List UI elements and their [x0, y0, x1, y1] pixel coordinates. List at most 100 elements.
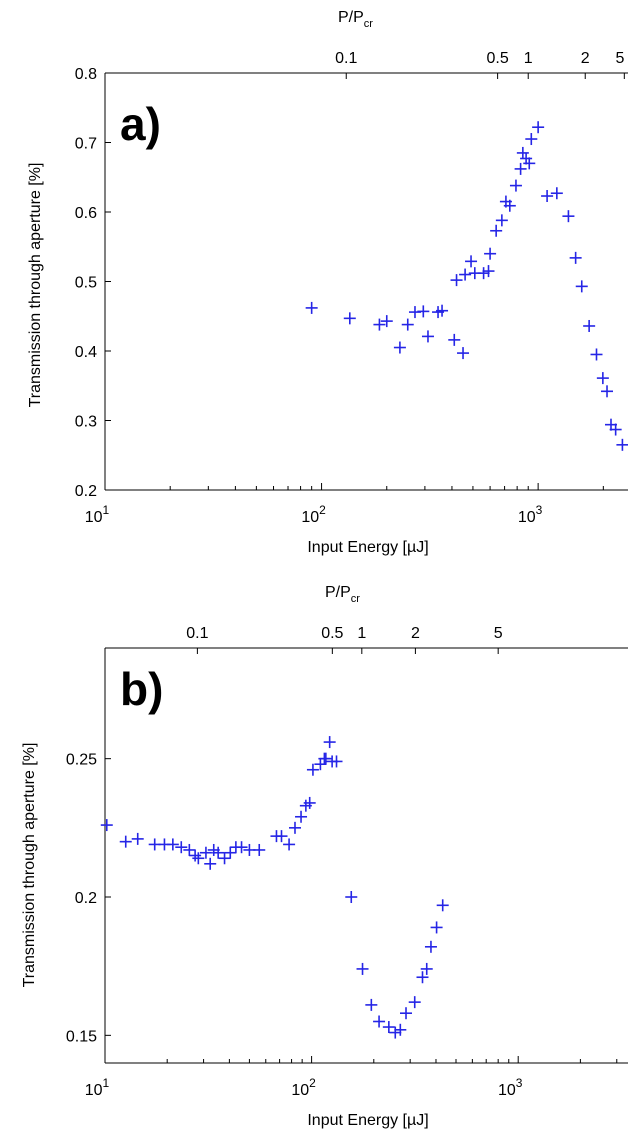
- panel-a-data-point: [305, 301, 318, 314]
- panel-b-data-point: [224, 846, 237, 859]
- panel-b-data-point: [199, 846, 212, 859]
- panel-b-data-point: [183, 843, 196, 856]
- panel-a-top-tick-label: 0.1: [335, 50, 357, 67]
- panel-a-data-point: [343, 312, 356, 325]
- panel-a-data-point: [465, 255, 478, 268]
- panel-b-top-tick-label: 0.1: [186, 625, 208, 642]
- panel-b-data-point: [394, 1023, 407, 1036]
- panel-b-data-point: [131, 832, 144, 845]
- panel-a-data-point: [380, 315, 393, 328]
- panel-a-y-tick-label: 0.8: [75, 66, 97, 83]
- panel-b-data-point: [345, 891, 358, 903]
- panel-a-data-point: [523, 157, 536, 170]
- panel-b-data-point: [253, 843, 266, 856]
- panel-b-data-point: [420, 962, 433, 975]
- panel-a-x-tick-label: 101: [85, 503, 110, 526]
- panel-b-data-point: [235, 841, 248, 854]
- panel-a-data-point: [532, 121, 545, 134]
- panel-a-data-point: [459, 268, 472, 281]
- panel-b-top-axis-title-main: P/P: [325, 584, 351, 601]
- panel-b-data-point: [400, 1007, 413, 1020]
- panel-a-data-point: [421, 330, 434, 343]
- panel-a-data-point: [417, 305, 430, 318]
- panel-a-y-tick-label: 0.5: [75, 275, 97, 292]
- panel-a-data-point: [484, 247, 497, 260]
- panel-b-data-point: [436, 899, 449, 912]
- panel-b-top-tick-label: 0.5: [321, 625, 343, 642]
- panel-a-data-point: [393, 341, 406, 354]
- panel-b-data-point: [356, 962, 369, 975]
- panel-b-data-point: [175, 841, 188, 854]
- panel-b-data-point: [275, 830, 288, 843]
- panel-a-data-point: [477, 267, 490, 280]
- panel-a-y-tick-label: 0.3: [75, 414, 97, 431]
- panel-b-data-point: [416, 971, 429, 984]
- panel-b-top-tick-label: 5: [494, 625, 503, 642]
- panel-a-top-tick-label: 0.5: [486, 50, 508, 67]
- panel-b-data-point: [100, 819, 113, 832]
- panel-a-data-point: [450, 274, 463, 287]
- panel-b-data-point: [204, 857, 217, 870]
- panel-a-data-point: [596, 372, 609, 385]
- panel-b-data-point: [189, 849, 202, 862]
- panel-b-data-point: [365, 998, 378, 1011]
- panel-b-y-tick-label: 0.2: [75, 890, 97, 907]
- panel-b-y-axis-title: Transmission through aperture [%]: [21, 743, 38, 988]
- panel-a-data-point: [609, 423, 622, 436]
- panel-a-data-point: [583, 319, 596, 332]
- panel-a-data-point: [590, 348, 603, 361]
- panel-b-x-axis-title: Input Energy [µJ]: [307, 1112, 428, 1129]
- panel-b-data-point: [303, 796, 316, 809]
- panel-b-data-point: [430, 921, 443, 934]
- panel-a-data-point: [575, 280, 588, 293]
- panel-b-data-point: [408, 996, 421, 1009]
- panel-a-top-tick-label: 5: [616, 50, 625, 67]
- panel-a-y-axis-title: Transmission through aperture [%]: [27, 163, 44, 408]
- panel-a-label: a): [120, 98, 161, 150]
- panel-b-data-point: [212, 846, 225, 859]
- panel-a-data-point: [401, 318, 414, 331]
- panel-b-x-tick-label: 101: [85, 1076, 110, 1099]
- panel-a-y-tick-label: 0.6: [75, 205, 97, 222]
- panel-b-top-tick-label: 1: [357, 625, 366, 642]
- panel-b-data-point: [330, 755, 343, 768]
- panel-b-data-point: [283, 838, 296, 851]
- panel-b-data-point: [323, 736, 336, 749]
- panel-a-data-point: [373, 318, 386, 331]
- panel-a-data-point: [516, 146, 529, 159]
- panel-b-data-point: [119, 835, 132, 848]
- panel-a-data-point: [482, 265, 495, 278]
- panel-b-data-point: [382, 1021, 395, 1034]
- panel-a-data-point: [495, 214, 508, 227]
- panel-a-y-tick-label: 0.4: [75, 344, 97, 361]
- panel-a-data-point: [457, 347, 470, 360]
- panel-b-data-point: [288, 821, 301, 834]
- panel-b-data-point: [295, 810, 308, 823]
- panel-a-data-point: [490, 224, 503, 237]
- panel-b-top-tick-label: 2: [411, 625, 420, 642]
- panel-a-top-axis-title-main: P/P: [338, 9, 364, 26]
- panel-a-data-point: [509, 179, 522, 192]
- panel-a-data-point: [520, 152, 533, 165]
- panel-a: a) P/Pcr Input Energy [µJ] Transmission …: [27, 9, 628, 556]
- panel-a-top-tick-label: 2: [581, 50, 590, 67]
- panel-b-x-tick-label: 102: [291, 1076, 316, 1099]
- panel-a-top-axis-title-sub: cr: [364, 18, 374, 30]
- panel-a-x-axis-title: Input Energy [µJ]: [307, 539, 428, 556]
- panel-b-data-point: [306, 763, 319, 776]
- panel-b-y-tick-label: 0.15: [66, 1028, 97, 1045]
- panel-b-y-tick-label: 0.25: [66, 752, 97, 769]
- panel-b-data-point: [319, 752, 332, 765]
- panel-a-y-tick-label: 0.2: [75, 483, 97, 500]
- panel-a-data-point: [525, 133, 538, 146]
- panel-a-top-axis-title: P/Pcr: [338, 9, 373, 30]
- panel-b-top-axis-title-sub: cr: [351, 593, 361, 605]
- panel-a-data-point: [550, 187, 563, 200]
- panel-a-data-point: [601, 385, 614, 398]
- panel-a-data-point: [503, 199, 516, 212]
- panel-a-data-point: [569, 251, 582, 264]
- panel-a-x-tick-label: 102: [301, 503, 326, 526]
- panel-a-top-tick-label: 1: [524, 50, 533, 67]
- panel-a-x-tick-label: 103: [518, 503, 543, 526]
